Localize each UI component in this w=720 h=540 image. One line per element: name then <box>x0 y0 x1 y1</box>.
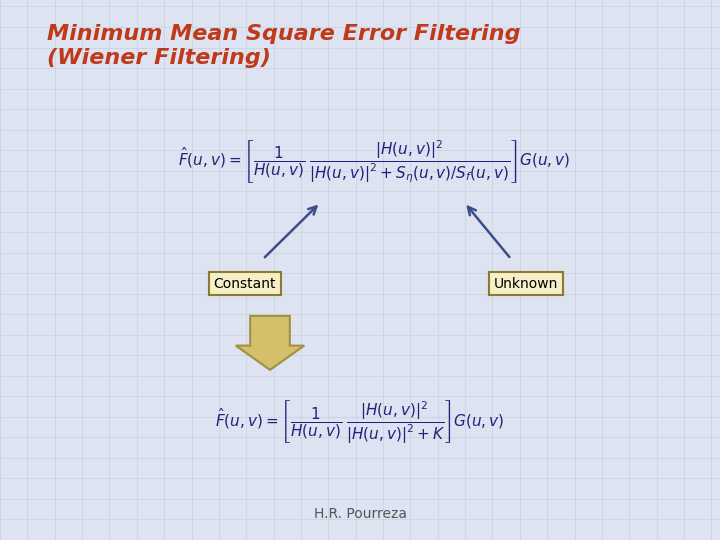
Text: H.R. Pourreza: H.R. Pourreza <box>313 507 407 521</box>
Polygon shape <box>236 316 304 370</box>
Text: Minimum Mean Square Error Filtering
(Wiener Filtering): Minimum Mean Square Error Filtering (Wie… <box>47 24 521 68</box>
Text: $\hat{F}(u,v) = \left[\dfrac{1}{H(u,v)}\;\dfrac{|H(u,v)|^2}{|H(u,v)|^2 + S_\eta(: $\hat{F}(u,v) = \left[\dfrac{1}{H(u,v)}\… <box>178 139 571 185</box>
Text: Unknown: Unknown <box>493 276 558 291</box>
Text: $\hat{F}(u,v) = \left[\dfrac{1}{H(u,v)}\;\dfrac{|H(u,v)|^2}{|H(u,v)|^2 + K}\righ: $\hat{F}(u,v) = \left[\dfrac{1}{H(u,v)}\… <box>215 397 505 445</box>
Text: Constant: Constant <box>214 276 276 291</box>
